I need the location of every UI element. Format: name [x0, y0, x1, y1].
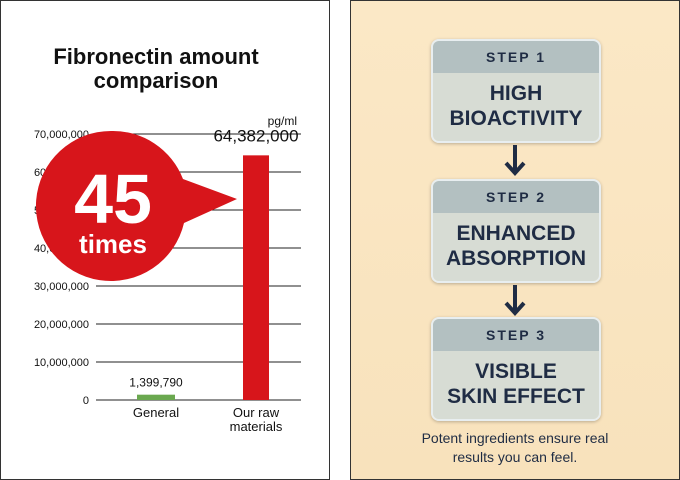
y-tick-label: 30,000,000	[34, 281, 89, 293]
step-box: STEP 1 HIGH BIOACTIVITY	[431, 39, 601, 143]
x-tick-label: Our raw materials	[229, 405, 283, 434]
chart-panel: pg/ml010,000,00020,000,00030,000,00040,0…	[0, 0, 330, 480]
step-box: STEP 3 VISIBLE SKIN EFFECT	[431, 317, 601, 421]
step-line: HIGH	[489, 82, 543, 105]
bar	[243, 155, 269, 400]
badge-text: times	[79, 229, 147, 259]
step-line: VISIBLE	[475, 360, 557, 383]
value-label: 64,382,000	[213, 126, 298, 145]
footer-line: Potent ingredients ensure real	[421, 430, 609, 446]
step-label: STEP 3	[433, 319, 599, 351]
step-label: STEP 1	[433, 41, 599, 73]
x-tick-label: General	[132, 405, 180, 420]
step-line: BIOACTIVITY	[449, 107, 583, 130]
step-box: STEP 2 ENHANCED ABSORPTION	[431, 179, 601, 283]
y-tick-label: 70,000,000	[34, 129, 89, 141]
step-text: VISIBLE SKIN EFFECT	[433, 351, 599, 419]
step-label: STEP 2	[433, 181, 599, 213]
y-tick-label: 0	[83, 395, 89, 407]
y-tick-label: 10,000,000	[34, 357, 89, 369]
steps-panel: STEP 1 HIGH BIOACTIVITY STEP 2 ENHANCED AB…	[350, 0, 680, 480]
chart-title: Fibronectin amount comparison	[53, 44, 259, 93]
badge	[35, 130, 237, 281]
badge-number: 45	[74, 160, 152, 238]
y-tick-label: 20,000,000	[34, 319, 89, 331]
chart: pg/ml010,000,00020,000,00030,000,00040,0…	[34, 114, 301, 407]
step-text: HIGH BIOACTIVITY	[433, 73, 599, 141]
step-line: ENHANCED	[456, 222, 576, 245]
unit-label: pg/ml	[268, 114, 297, 128]
arrow	[504, 285, 526, 316]
arrow	[504, 145, 526, 176]
step-text: ENHANCED ABSORPTION	[433, 213, 599, 281]
footer-line: results you can feel.	[452, 449, 578, 465]
bar	[137, 394, 175, 400]
step-line: ABSORPTION	[445, 247, 586, 270]
step-line: SKIN EFFECT	[447, 385, 585, 408]
footer: Potent ingredients ensure real results yo…	[351, 429, 679, 467]
value-label: 1,399,790	[129, 376, 183, 390]
